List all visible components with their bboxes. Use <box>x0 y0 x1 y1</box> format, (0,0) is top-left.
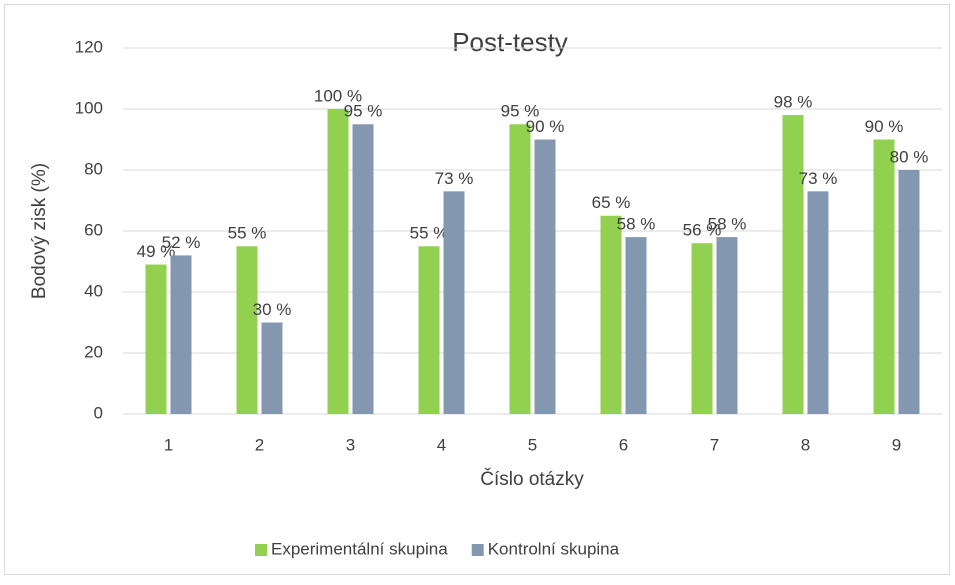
bar <box>418 246 440 414</box>
data-label: 90 % <box>526 117 565 136</box>
legend-label: Experimentální skupina <box>271 539 448 558</box>
bar <box>691 243 713 414</box>
bar <box>443 191 465 414</box>
x-tick-label: 6 <box>619 435 628 454</box>
x-tick-label: 5 <box>528 435 537 454</box>
bar <box>716 237 738 414</box>
bar <box>873 139 895 414</box>
y-tick-label: 100 <box>75 98 103 117</box>
data-label: 49 % <box>137 242 176 261</box>
chart-title: Post-testy <box>452 27 568 57</box>
bar <box>261 322 283 414</box>
bar <box>898 170 920 414</box>
y-tick-label: 120 <box>75 37 103 56</box>
data-label: 65 % <box>592 193 631 212</box>
data-label: 80 % <box>890 147 929 166</box>
y-axis-title: Bodový zisk (%) <box>29 163 50 299</box>
data-label: 55 % <box>228 224 267 243</box>
x-tick-label: 3 <box>346 435 355 454</box>
data-label: 56 % <box>683 221 722 240</box>
data-label: 100 % <box>314 86 362 105</box>
data-label: 98 % <box>774 93 813 112</box>
x-tick-label: 4 <box>437 435 446 454</box>
bar <box>807 191 829 414</box>
legend-label: Kontrolní skupina <box>488 539 620 558</box>
x-tick-label: 7 <box>710 435 719 454</box>
y-tick-label: 60 <box>84 220 103 239</box>
bar <box>600 215 622 414</box>
data-label: 58 % <box>708 215 747 234</box>
data-label: 95 % <box>344 102 383 121</box>
bar <box>327 109 349 414</box>
legend-marker <box>471 544 484 556</box>
data-label: 52 % <box>162 233 201 252</box>
y-tick-label: 20 <box>84 342 103 361</box>
x-tick-label: 9 <box>892 435 901 454</box>
data-label: 90 % <box>865 117 904 136</box>
bar <box>236 246 258 414</box>
x-axis-title: Číslo otázky <box>480 468 584 490</box>
x-tick-label: 8 <box>801 435 810 454</box>
data-label: 30 % <box>253 300 292 319</box>
bar <box>782 115 804 414</box>
bar <box>352 124 374 414</box>
bar <box>170 255 192 414</box>
bar <box>625 237 647 414</box>
data-label: 55 % <box>410 224 449 243</box>
bar <box>509 124 531 414</box>
bar <box>145 264 167 414</box>
x-tick-label: 2 <box>255 435 264 454</box>
y-tick-label: 40 <box>84 281 103 300</box>
bar <box>534 139 556 414</box>
y-tick-label: 80 <box>84 159 103 178</box>
data-label: 95 % <box>501 102 540 121</box>
data-label: 73 % <box>799 169 838 188</box>
legend-marker <box>255 544 267 556</box>
data-label: 58 % <box>617 215 656 234</box>
x-tick-label: 1 <box>164 435 173 454</box>
y-tick-label: 0 <box>94 403 103 422</box>
data-label: 73 % <box>435 169 474 188</box>
